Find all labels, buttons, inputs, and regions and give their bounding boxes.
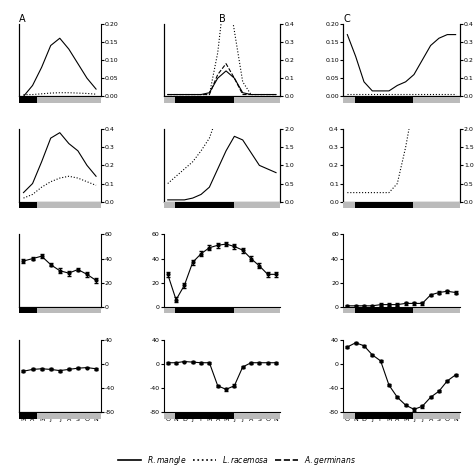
Legend: $R. mangle$, $L. racemosa$, $A. germinans$: $R. mangle$, $L. racemosa$, $A. germinan… (115, 451, 359, 470)
Text: C: C (343, 14, 350, 24)
Title: B: B (219, 14, 225, 24)
Text: A: A (19, 14, 26, 24)
